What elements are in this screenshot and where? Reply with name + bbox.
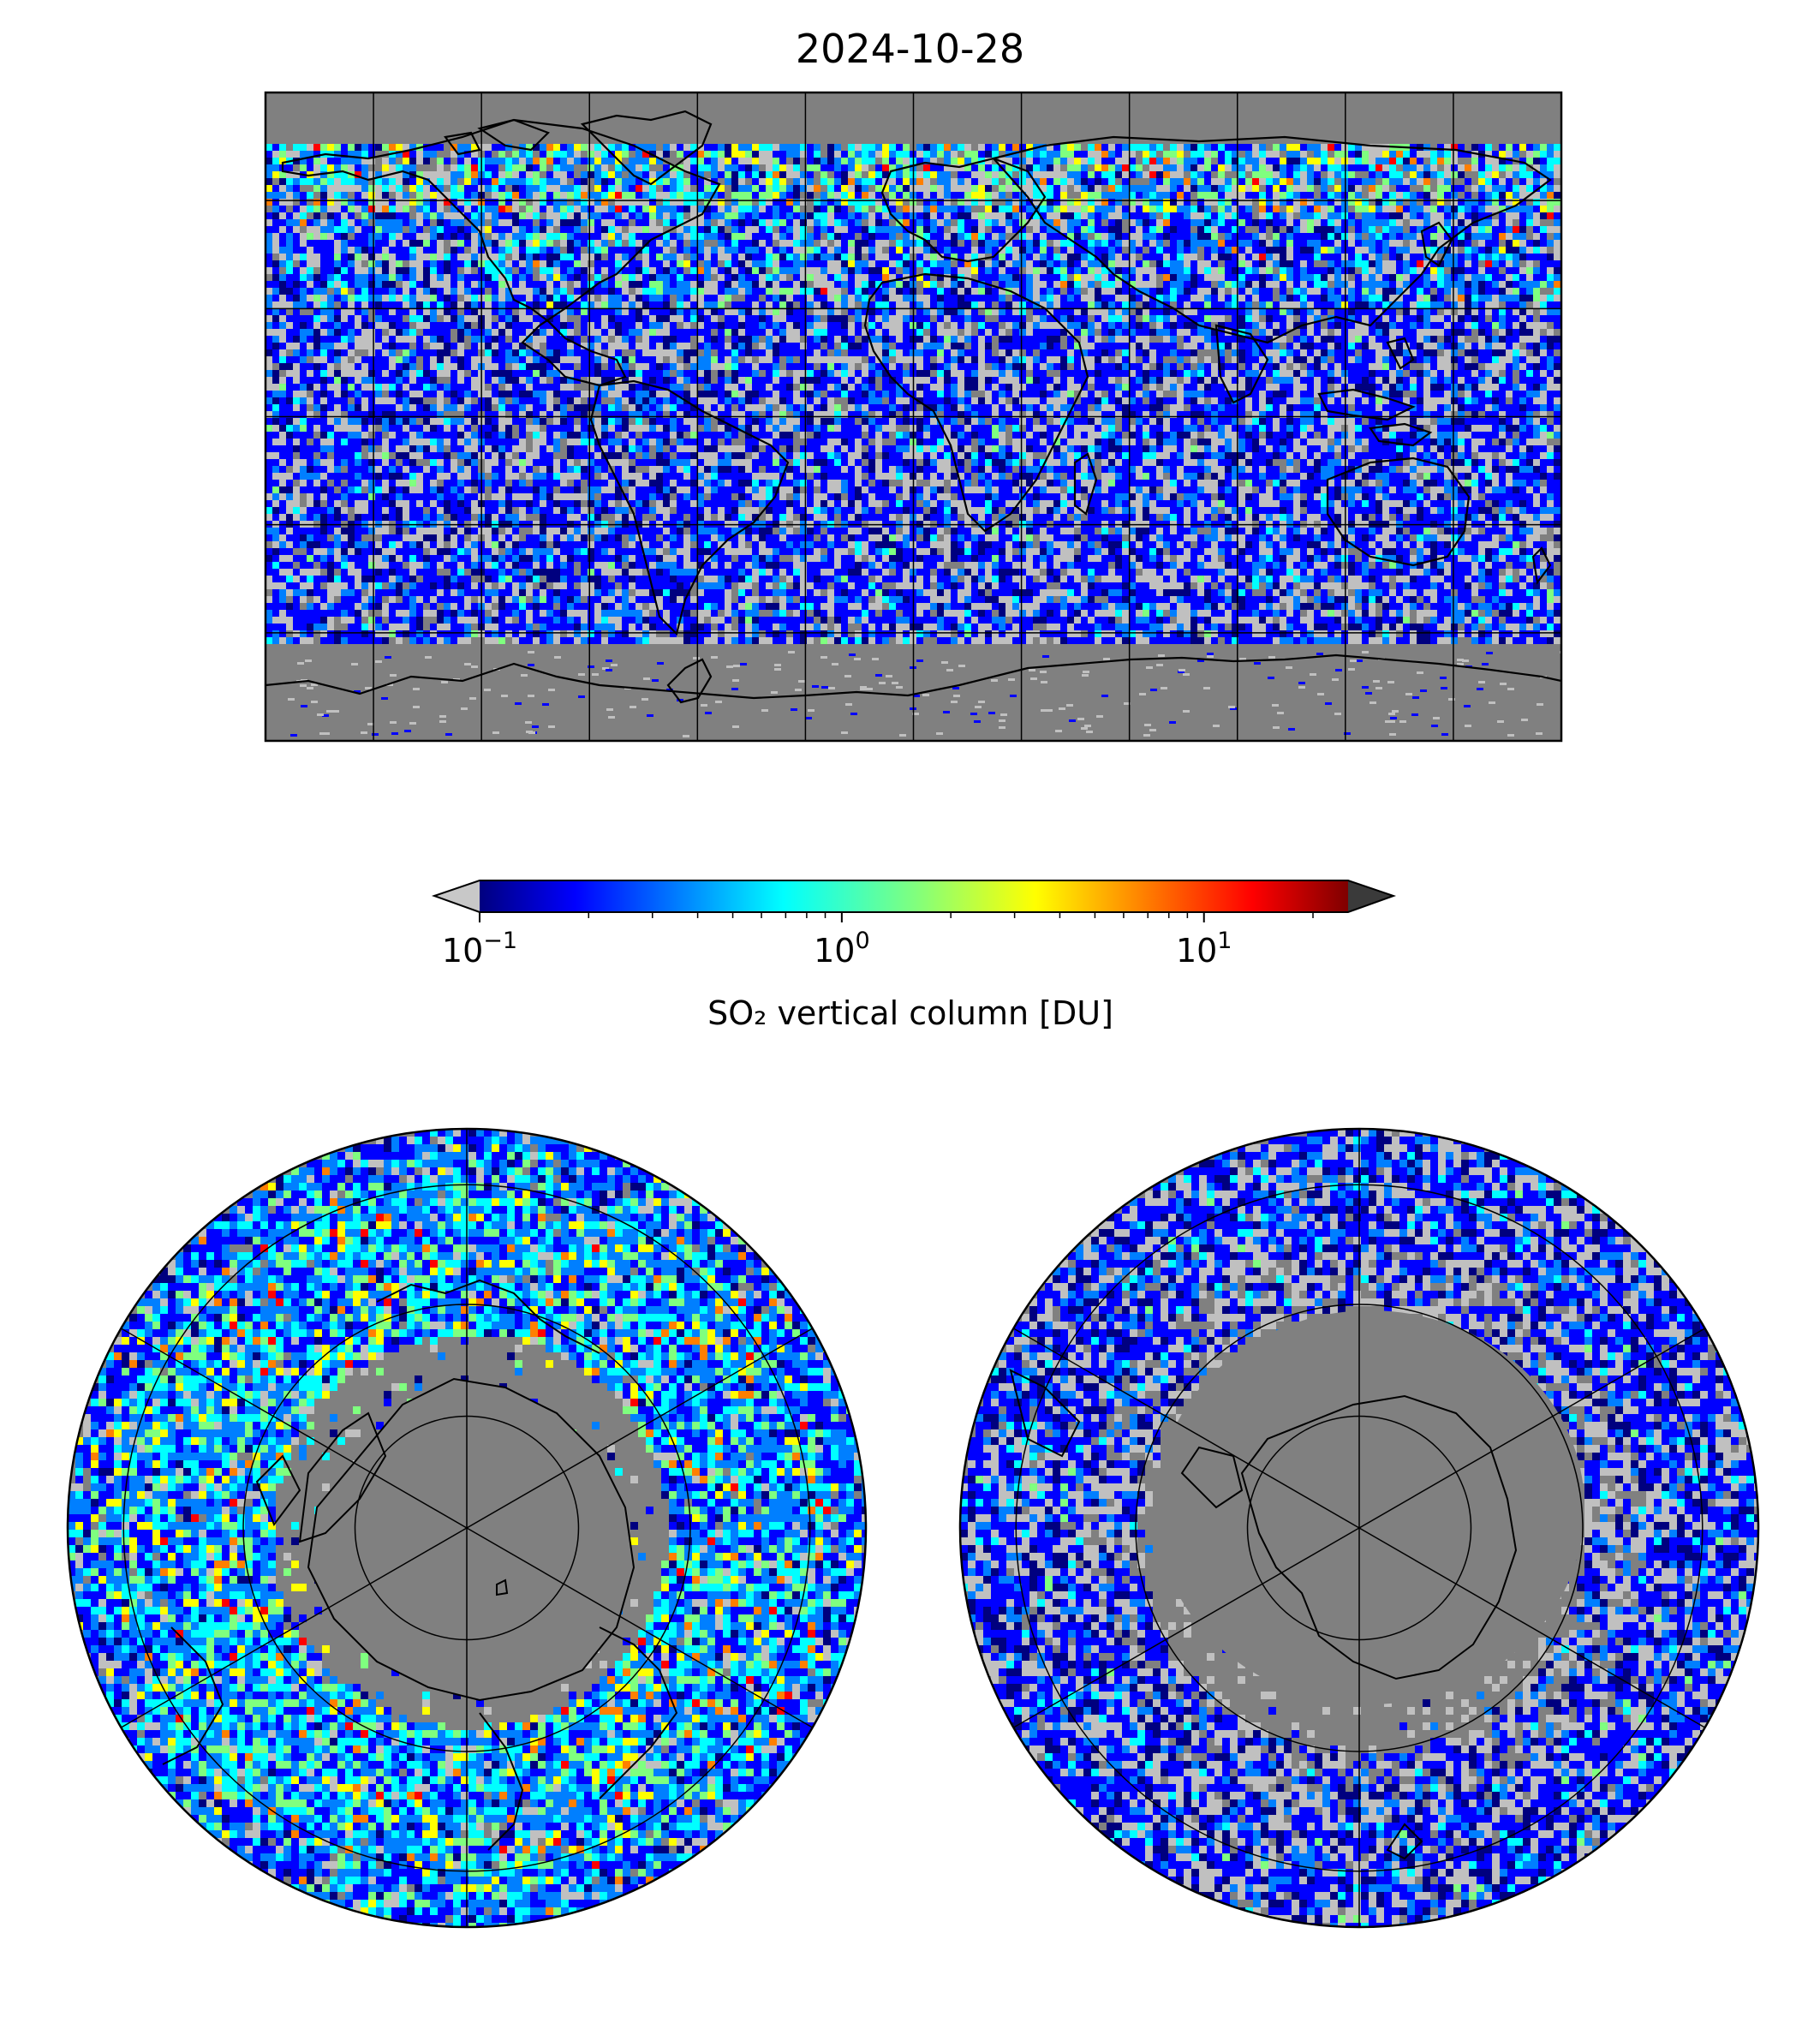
south-polar-gridlines — [1013, 1129, 1705, 1927]
colorbar-tick-label: 101 — [1176, 928, 1232, 970]
global-coastlines — [266, 110, 1561, 704]
colorbar: 10−1 100 101 SO₂ vertical column [DU] — [431, 880, 1397, 1032]
colorbar-under-extension — [434, 880, 480, 912]
colorbar-ticks: 10−1 100 101 — [442, 912, 1314, 970]
global-map — [264, 91, 1563, 743]
colorbar-gradient — [480, 880, 1348, 912]
colorbar-tick-label: 10−1 — [442, 928, 517, 970]
south-polar-coastlines — [1009, 1369, 1518, 1860]
north-polar-map — [66, 1127, 868, 1929]
global-gridlines — [266, 92, 1561, 741]
north-polar-ice-region — [307, 1377, 636, 1702]
plot-title: 2024-10-28 — [0, 26, 1820, 72]
south-polar-frame — [958, 1127, 1760, 1929]
colorbar-label: SO₂ vertical column [DU] — [707, 994, 1113, 1032]
north-polar-so2-field — [68, 1129, 866, 1927]
north-polar-frame — [66, 1127, 868, 1929]
north-polar-gridlines — [121, 1129, 813, 1927]
south-polar-map — [958, 1127, 1760, 1929]
global-so2-field — [266, 144, 1561, 737]
colorbar-tick-label: 100 — [814, 928, 870, 970]
global-map-frame — [264, 91, 1563, 743]
north-polar-coastlines — [162, 1279, 678, 1851]
south-polar-ice-region — [1156, 1310, 1584, 1704]
colorbar-over-extension — [1348, 880, 1393, 912]
